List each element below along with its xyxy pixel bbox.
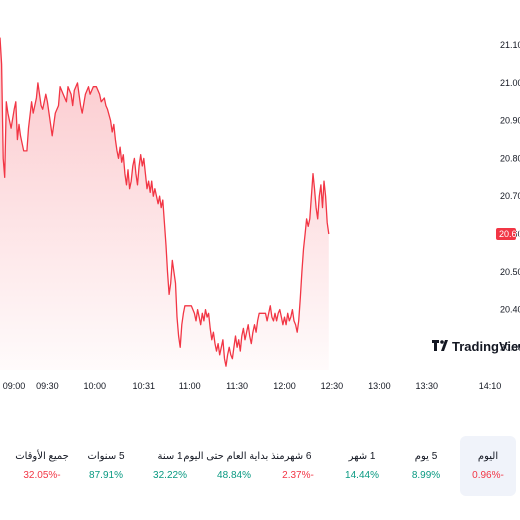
period-label: منذ بداية العام حتى اليوم	[183, 451, 285, 462]
period-label: جميع الأوقات	[15, 451, 69, 462]
x-tick-label: 10:00	[84, 381, 107, 391]
x-tick-label: 14:10	[479, 381, 502, 391]
y-tick-label: 20.30	[500, 342, 520, 352]
period-label: اليوم	[477, 451, 499, 462]
period-label: 6 شهر	[284, 451, 312, 462]
x-tick-label: 11:30	[226, 381, 248, 391]
period-change-value: 14.44%	[345, 470, 379, 481]
price-area	[0, 37, 329, 370]
period-tab[interactable]: جميع الأوقات 32.05%-	[12, 436, 72, 496]
x-tick-label: 13:00	[368, 381, 391, 391]
tradingview-logo-text: TradingView	[452, 339, 520, 354]
period-tab[interactable]: 5 سنوات 87.91%	[76, 436, 136, 496]
period-tab[interactable]: اليوم 0.96%-	[460, 436, 516, 496]
y-tick-label: 20.90	[500, 116, 520, 126]
period-label: 1 سنة	[157, 451, 183, 462]
period-change-value: 32.22%	[153, 470, 187, 481]
period-tab[interactable]: منذ بداية العام حتى اليوم 48.84%	[183, 436, 284, 496]
period-label: 5 سنوات	[87, 451, 125, 462]
period-tab[interactable]: 1 شهر 14.44%	[332, 436, 392, 496]
x-tick-label: 12:30	[321, 381, 344, 391]
y-tick-label: 20.80	[500, 153, 520, 163]
performance-periods: اليوم 0.96%- 5 يوم 8.99% 1 شهر 14.44% 6 شهر 2.3…	[0, 436, 520, 496]
x-tick-label: 09:30	[36, 381, 59, 391]
x-axis: 09:00 09:30 10:00 10:31 11:00 11:30 12:00 12:30…	[3, 381, 502, 391]
period-change-value: 32.05%-	[23, 470, 61, 481]
period-change-value: 87.91%	[89, 470, 123, 481]
x-tick-label: 12:00	[273, 381, 296, 391]
period-change-value: 0.96%-	[472, 470, 504, 481]
period-tab[interactable]: 5 يوم 8.99%	[396, 436, 456, 496]
x-tick-label: 13:30	[416, 381, 439, 391]
period-label: 5 يوم	[414, 451, 438, 462]
last-price-tag: 20.60	[496, 228, 520, 240]
tradingview-logo-icon	[432, 340, 448, 351]
period-tab[interactable]: 1 سنة 32.22%	[140, 436, 200, 496]
period-tab[interactable]: 6 شهر 2.37%-	[268, 436, 328, 496]
y-tick-label: 20.70	[500, 191, 520, 201]
y-tick-label: 20.40	[500, 305, 520, 315]
x-tick-label: 11:00	[179, 381, 201, 391]
period-label: 1 شهر	[348, 451, 376, 462]
price-chart[interactable]: 21.10 21.00 20.90 20.80 20.70 20.60 20.50 20.40…	[0, 0, 520, 400]
y-tick-label: 21.10	[500, 40, 520, 50]
x-tick-label: 10:31	[133, 381, 156, 391]
y-axis: 21.10 21.00 20.90 20.80 20.70 20.60 20.50 20.40…	[500, 40, 520, 352]
x-tick-label: 09:00	[3, 381, 26, 391]
last-price-label: 20.60	[499, 229, 520, 239]
y-tick-label: 21.00	[500, 78, 520, 88]
y-tick-label: 20.50	[500, 267, 520, 277]
price-line	[0, 37, 330, 367]
period-change-value: 2.37%-	[282, 470, 314, 481]
period-change-value: 48.84%	[217, 470, 251, 481]
tradingview-logo[interactable]: TradingView	[432, 339, 520, 354]
period-change-value: 8.99%	[411, 470, 441, 481]
